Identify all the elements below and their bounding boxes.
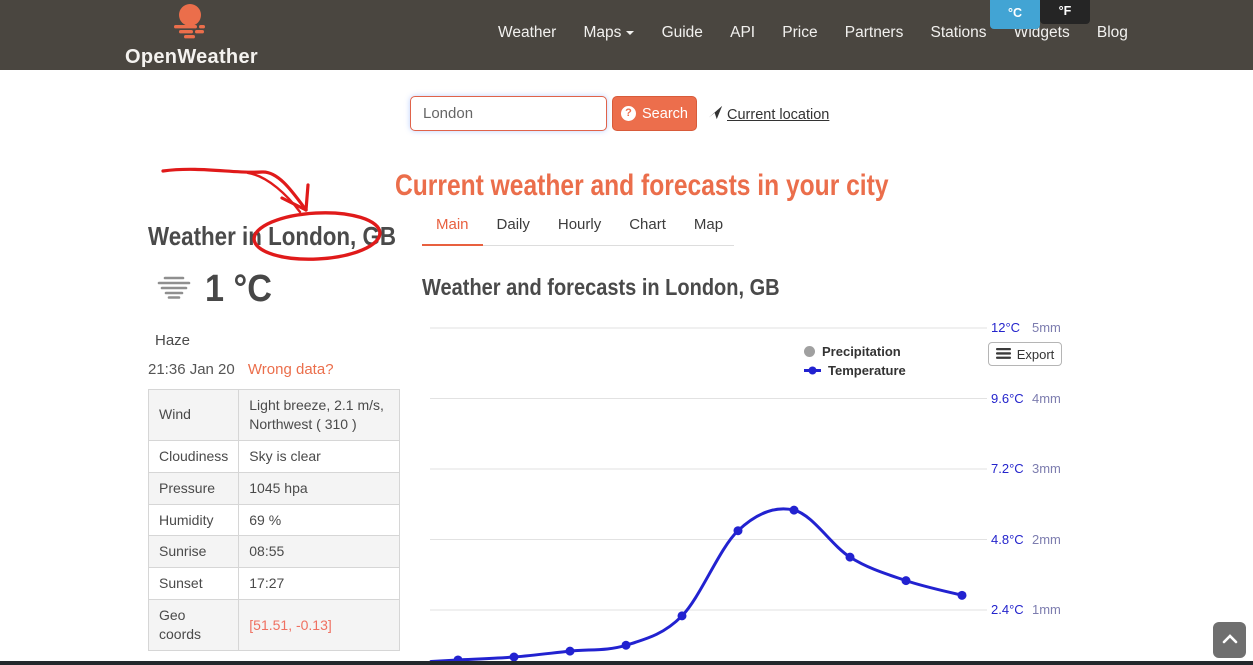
tab-main[interactable]: Main <box>422 216 483 246</box>
search-input[interactable] <box>410 96 607 131</box>
observation-timestamp: 21:36 Jan 20 <box>148 361 235 378</box>
table-row: Geo coords [51.51, -0.13] <box>147 599 400 652</box>
nav-item-weather[interactable]: Weather <box>498 24 557 41</box>
brand-name: OpenWeather <box>125 46 258 68</box>
haze-icon <box>155 275 193 305</box>
annotation-arrow <box>161 167 308 212</box>
caret-down-icon <box>626 31 635 35</box>
temp-axis-tick: 4.8°C <box>991 531 1024 547</box>
table-row: Humidity 69 % <box>147 503 400 537</box>
current-temperature: 1 °C <box>205 268 272 310</box>
nav-item-blog[interactable]: Blog <box>1096 24 1128 41</box>
chart-title: Weather and forecasts in London, GB <box>422 274 780 300</box>
table-row: Pressure 1045 hpa <box>147 471 400 505</box>
geo-coords-link[interactable]: [51.51, -0.13] <box>249 616 332 633</box>
bottom-edge-bar <box>0 661 1253 665</box>
navigation-arrow-icon <box>708 105 723 124</box>
scroll-to-top-button[interactable] <box>1213 622 1246 658</box>
tab-map[interactable]: Map <box>693 216 724 233</box>
weather-details-table: Wind Light breeze, 2.1 m/s, Northwest ( 3… <box>147 389 400 652</box>
nav-item-price[interactable]: Price <box>782 24 818 41</box>
top-navbar: OpenWeather Weather Maps Guide API Price… <box>0 0 1253 70</box>
precip-axis-tick: 1mm <box>1032 602 1061 617</box>
nav-item-guide[interactable]: Guide <box>661 24 703 41</box>
page-title: Current weather and forecasts in your ci… <box>395 169 889 202</box>
sun-icon <box>167 4 213 44</box>
city-weather-title: Weather in London, GB <box>148 221 397 251</box>
temperature-marker-icon <box>804 362 821 380</box>
forecast-tabs: Main Daily Hourly Chart Map <box>422 216 734 246</box>
precip-axis-tick: 2mm <box>1032 531 1061 547</box>
legend-item-temperature[interactable]: Temperature <box>804 361 906 380</box>
celsius-button[interactable]: °C <box>990 0 1040 29</box>
temp-axis-tick: 7.2°C <box>991 461 1024 476</box>
current-location-link[interactable]: Current location <box>708 105 829 124</box>
table-row: Sunset 17:27 <box>147 567 400 601</box>
hamburger-icon <box>995 347 1011 362</box>
precip-axis-tick: 4mm <box>1032 390 1061 406</box>
question-circle-icon: ? <box>621 106 637 121</box>
openweather-logo[interactable]: OpenWeather <box>125 3 258 69</box>
wrong-data-link[interactable]: Wrong data? <box>247 361 334 378</box>
tab-chart[interactable]: Chart <box>629 216 666 233</box>
chart-legend: Precipitation Temperature <box>804 342 906 380</box>
temp-axis-tick: 2.4°C <box>991 602 1024 617</box>
temp-axis-tick: 12°C <box>991 320 1021 335</box>
export-button[interactable]: Export <box>988 342 1062 366</box>
table-row: Cloudiness Sky is clear <box>147 439 400 473</box>
fahrenheit-button[interactable]: °F <box>1040 0 1090 24</box>
legend-item-precipitation[interactable]: Precipitation <box>804 342 906 361</box>
chevron-up-icon <box>1222 631 1238 649</box>
nav-item-api[interactable]: API <box>730 24 756 41</box>
precip-axis-tick: 3mm <box>1032 461 1061 476</box>
weather-condition: Haze <box>155 332 191 349</box>
table-row: Wind Light breeze, 2.1 m/s, Northwest ( 3… <box>147 389 400 441</box>
search-button[interactable]: ? Search <box>612 96 697 131</box>
temp-axis-tick: 9.6°C <box>991 390 1024 406</box>
tab-hourly[interactable]: Hourly <box>557 216 602 233</box>
tab-daily[interactable]: Daily <box>496 216 530 233</box>
table-row: Sunrise 08:55 <box>147 535 400 569</box>
nav-item-partners[interactable]: Partners <box>844 24 904 41</box>
unit-toggle: °C °F <box>990 0 1090 29</box>
nav-item-maps[interactable]: Maps <box>583 24 635 42</box>
precipitation-marker-icon <box>804 346 815 357</box>
nav-item-stations[interactable]: Stations <box>930 24 987 41</box>
precip-axis-tick: 5mm <box>1032 320 1061 335</box>
